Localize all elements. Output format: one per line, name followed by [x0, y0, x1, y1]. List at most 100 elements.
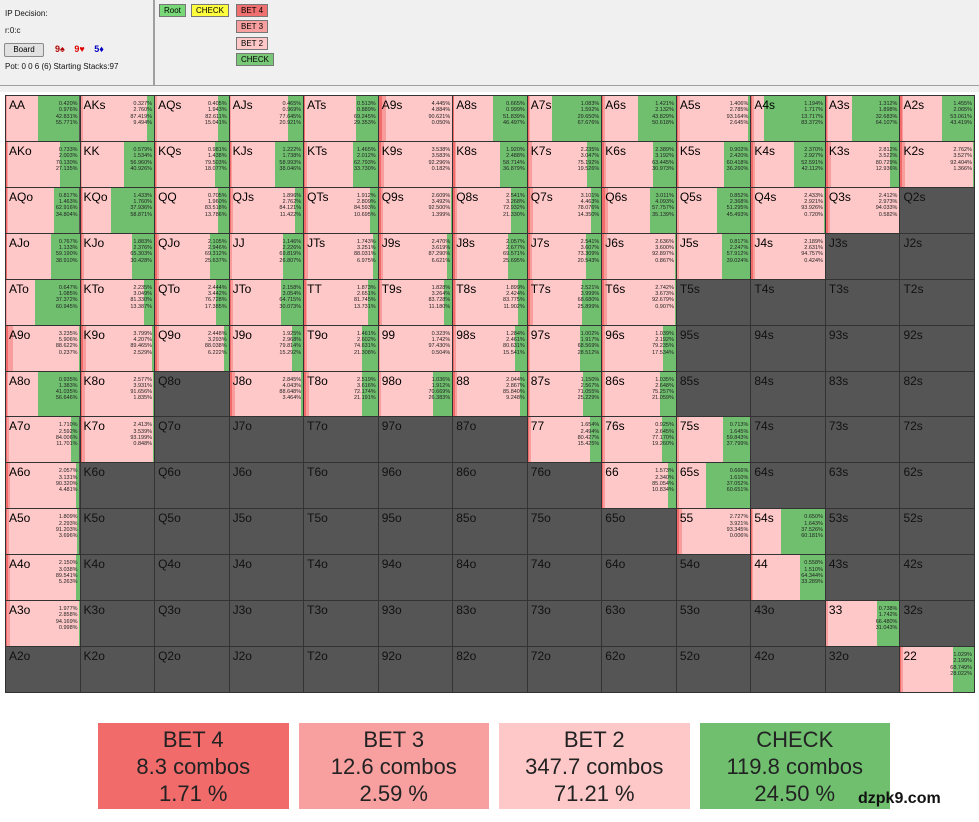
hand-cell[interactable]: 2.389% 3.192% 63.445% 30.973% K6s — [602, 141, 676, 187]
hand-cell[interactable]: 1.433% 1.760% 37.936% 58.871% KQo — [80, 187, 155, 233]
hand-cell[interactable]: 73s — [825, 417, 900, 463]
hand-cell[interactable]: 2.519% 3.616% 72.174% 21.191% T8o — [304, 371, 378, 417]
hand-cell[interactable]: 3.799% 4.207% 89.465% 2.529% K9o — [80, 325, 155, 371]
hand-cell[interactable]: 0.733% 2.003% 70.130% 27.135% AKo — [6, 141, 80, 187]
hand-cell[interactable]: 92s — [900, 325, 974, 371]
hand-cell[interactable]: 2.057% 2.677% 69.571% 25.695% J8s — [453, 233, 527, 279]
hand-cell[interactable]: 62o — [602, 647, 676, 692]
hand-cell[interactable]: K4o — [80, 555, 155, 601]
hand-cell[interactable]: 95s — [676, 325, 751, 371]
hand-cell[interactable]: 96o — [378, 463, 453, 509]
hand-cell[interactable]: J2o — [229, 647, 304, 692]
hand-cell[interactable]: J3s — [825, 233, 900, 279]
hand-cell[interactable]: 0.713% 1.645% 59.843% 37.799% 75s — [676, 417, 751, 463]
hand-cell[interactable]: 0.925% 2.645% 77.170% 19.260% 76s — [602, 417, 676, 463]
hand-cell[interactable]: T7o — [304, 417, 378, 463]
hand-cell[interactable]: 2.150% 3.038% 89.541% 5.263% A4o — [6, 555, 80, 601]
hand-cell[interactable]: 0.738% 1.742% 66.480% 31.043% 33 — [825, 601, 900, 647]
hand-cell[interactable]: 85o — [453, 509, 527, 555]
tree-node-root[interactable]: Root — [159, 4, 186, 17]
hand-cell[interactable]: 3.101% 4.463% 78.076% 14.350% Q7s — [527, 187, 602, 233]
hand-cell[interactable]: 1.925% 2.968% 79.814% 15.292% J9o — [229, 325, 304, 371]
hand-cell[interactable]: 1.710% 2.592% 84.006% 11.701% A7o — [6, 417, 80, 463]
hand-cell[interactable]: 0.327% 2.760% 87.419% 9.494% AKs — [80, 96, 155, 141]
hand-cell[interactable]: 1.573% 2.340% 85.054% 10.834% 66 — [602, 463, 676, 509]
hand-cell[interactable]: 0.666% 1.610% 37.052% 60.651% 65s — [676, 463, 751, 509]
hand-cell[interactable]: 0.465% 0.969% 77.645% 20.921% AJs — [229, 96, 304, 141]
hand-cell[interactable]: 83o — [453, 601, 527, 647]
hand-cell[interactable]: 2.412% 2.973% 94.033% 0.582% Q3s — [825, 187, 900, 233]
hand-cell[interactable]: 1.977% 2.858% 94.169% 0.998% A3o — [6, 601, 80, 647]
hand-cell[interactable]: 82o — [453, 647, 527, 692]
hand-cell[interactable]: 0.420% 0.976% 42.831% 55.771% AA — [6, 96, 80, 141]
hand-cell[interactable]: 1.036% 1.912% 70.669% 26.383% 98o — [378, 371, 453, 417]
hand-cell[interactable]: K5o — [80, 509, 155, 555]
hand-cell[interactable]: 54o — [676, 555, 751, 601]
hand-cell[interactable]: 2.444% 3.442% 76.728% 17.385% QTo — [155, 279, 229, 325]
hand-cell[interactable]: 2.433% 2.921% 93.926% 0.720% Q4s — [751, 187, 825, 233]
hand-cell[interactable]: 0.817% 1.463% 62.916% 34.804% AQo — [6, 187, 80, 233]
hand-cell[interactable]: 84s — [751, 371, 825, 417]
hand-cell[interactable]: 74s — [751, 417, 825, 463]
hand-cell[interactable]: 2.762% 3.527% 92.404% 1.366% K2s — [900, 141, 974, 187]
hand-cell[interactable]: 2.413% 3.539% 93.199% 0.848% K7o — [80, 417, 155, 463]
hand-cell[interactable]: T2s — [900, 279, 974, 325]
hand-cell[interactable]: 2.057% 3.131% 90.320% 4.481% A6o — [6, 463, 80, 509]
hand-cell[interactable]: 83s — [825, 371, 900, 417]
hand-cell[interactable]: 52s — [900, 509, 974, 555]
hand-cell[interactable]: 53s — [825, 509, 900, 555]
hand-cell[interactable]: 3.011% 4.093% 57.757% 35.139% Q6s — [602, 187, 676, 233]
hand-cell[interactable]: 1.455% 2.065% 53.061% 43.419% A2s — [900, 96, 974, 141]
hand-cell[interactable]: Q4o — [155, 555, 229, 601]
hand-cell[interactable]: 52o — [676, 647, 751, 692]
hand-cell[interactable]: 0.323% 1.742% 97.430% 0.504% 99 — [378, 325, 453, 371]
hand-cell[interactable]: 53o — [676, 601, 751, 647]
hand-cell[interactable]: 43s — [825, 555, 900, 601]
hand-cell[interactable]: 0.981% 1.438% 79.503% 18.077% KQs — [155, 141, 229, 187]
hand-cell[interactable]: 1.743% 3.251% 88.031% 6.975% JTs — [304, 233, 378, 279]
hand-cell[interactable]: 1.035% 2.648% 75.257% 21.059% 86s — [602, 371, 676, 417]
hand-cell[interactable]: 84o — [453, 555, 527, 601]
hand-cell[interactable]: 1.465% 2.012% 62.793% 33.730% KTs — [304, 141, 378, 187]
hand-cell[interactable]: 72o — [527, 647, 602, 692]
hand-cell[interactable]: 1.912% 2.809% 84.593% 10.695% QTs — [304, 187, 378, 233]
hand-cell[interactable]: 0.647% 1.085% 37.372% 60.945% ATo — [6, 279, 80, 325]
hand-cell[interactable]: J7o — [229, 417, 304, 463]
hand-cell[interactable]: Q8o — [155, 371, 229, 417]
hand-cell[interactable]: 3.538% 3.583% 92.296% 0.182% K9s — [378, 141, 453, 187]
hand-cell[interactable]: 1.039% 2.192% 79.235% 17.534% 96s — [602, 325, 676, 371]
hand-cell[interactable]: K2o — [80, 647, 155, 692]
hand-cell[interactable]: J2s — [900, 233, 974, 279]
hand-cell[interactable]: 65o — [602, 509, 676, 555]
hand-cell[interactable]: T3s — [825, 279, 900, 325]
hand-cell[interactable]: 0.935% 1.383% 41.035% 56.646% A8o — [6, 371, 80, 417]
hand-cell[interactable]: 1.920% 2.488% 58.714% 36.879% K8s — [453, 141, 527, 187]
hand-cell[interactable]: 2.541% 3.607% 73.309% 20.543% J7s — [527, 233, 602, 279]
hand-cell[interactable]: 1.654% 2.494% 80.427% 15.425% 77 — [527, 417, 602, 463]
hand-cell[interactable]: 0.665% 0.999% 51.839% 46.497% A8s — [453, 96, 527, 141]
hand-cell[interactable]: 2.235% 3.047% 75.192% 19.526% K7s — [527, 141, 602, 187]
hand-cell[interactable]: 94o — [378, 555, 453, 601]
hand-cell[interactable]: 1.222% 1.738% 58.993% 38.046% KJs — [229, 141, 304, 187]
hand-cell[interactable]: 63o — [602, 601, 676, 647]
hand-cell[interactable]: 1.312% 1.898% 32.683% 64.107% A3s — [825, 96, 900, 141]
hand-cell[interactable]: 82s — [900, 371, 974, 417]
hand-cell[interactable]: 2.812% 3.522% 80.729% 12.936% K3s — [825, 141, 900, 187]
hand-cell[interactable]: J3o — [229, 601, 304, 647]
hand-cell[interactable]: 0.852% 2.368% 51.295% 45.493% Q5s — [676, 187, 751, 233]
hand-cell[interactable]: 2.541% 3.268% 72.932% 21.330% Q8s — [453, 187, 527, 233]
hand-cell[interactable]: 1.896% 2.762% 84.121% 11.422% QJs — [229, 187, 304, 233]
hand-cell[interactable]: 2.470% 3.619% 87.290% 6.621% J9s — [378, 233, 453, 279]
board-button[interactable]: Board — [4, 43, 44, 57]
hand-cell[interactable]: 1.284% 2.461% 80.631% 15.541% 98s — [453, 325, 527, 371]
hand-cell[interactable]: 1.809% 2.293% 91.203% 3.696% A5o — [6, 509, 80, 555]
hand-cell[interactable]: 95o — [378, 509, 453, 555]
hand-cell[interactable]: T3o — [304, 601, 378, 647]
hand-cell[interactable]: T6o — [304, 463, 378, 509]
hand-cell[interactable]: 0.405% 1.943% 82.611% 15.041% AQs — [155, 96, 229, 141]
hand-cell[interactable]: 2.158% 3.054% 64.715% 30.073% JTo — [229, 279, 304, 325]
hand-cell[interactable]: 2.727% 3.921% 93.345% 0.006% 55 — [676, 509, 751, 555]
hand-cell[interactable]: 42s — [900, 555, 974, 601]
hand-cell[interactable]: T4o — [304, 555, 378, 601]
hand-cell[interactable]: 2.521% 3.999% 68.680% 25.899% T7s — [527, 279, 602, 325]
